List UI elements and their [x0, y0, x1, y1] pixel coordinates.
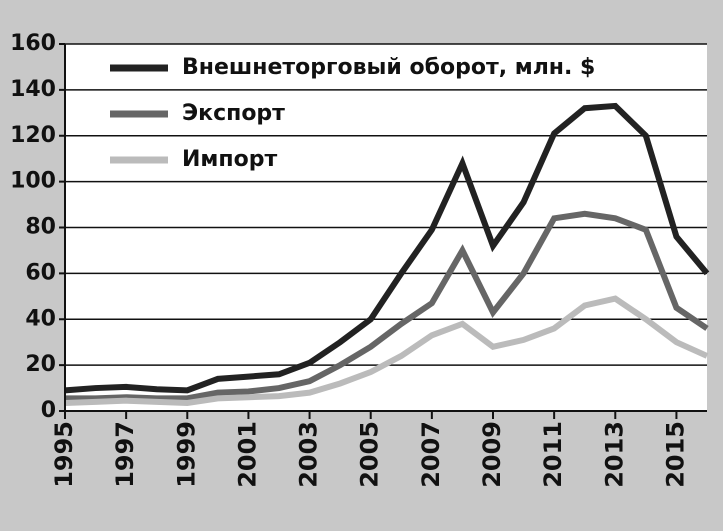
series-line	[64, 295, 709, 406]
x-tick-label: 2015	[661, 421, 689, 488]
y-tick-label: 40	[25, 306, 56, 331]
y-tick-label: 100	[10, 169, 56, 194]
x-tick-label: 1997	[111, 421, 139, 488]
series-line	[64, 102, 710, 394]
x-tick-label: 1995	[50, 421, 78, 488]
x-tick-label: 2005	[356, 421, 384, 488]
x-tick-label: 2007	[417, 421, 445, 488]
x-tick-label: 2013	[600, 421, 628, 488]
y-tick-label: 140	[10, 77, 56, 102]
legend-label: Внешнеторговый оборот, млн. $	[182, 55, 595, 80]
x-tick-label: 2003	[295, 421, 323, 488]
y-tick-label: 0	[41, 398, 56, 423]
legend-label: Экспорт	[182, 101, 285, 126]
x-tick-label: 2001	[233, 421, 261, 488]
y-tick-label: 60	[25, 260, 56, 285]
y-tick-label: 160	[10, 31, 56, 56]
series-line	[65, 210, 709, 402]
y-tick-label: 120	[10, 123, 56, 148]
legend-label: Импорт	[182, 147, 277, 172]
x-tick-label: 2011	[539, 421, 567, 488]
x-tick-label: 2009	[478, 421, 506, 488]
y-tick-label: 80	[25, 215, 56, 240]
y-tick-label: 20	[25, 352, 56, 377]
x-tick-label: 1999	[172, 421, 200, 488]
